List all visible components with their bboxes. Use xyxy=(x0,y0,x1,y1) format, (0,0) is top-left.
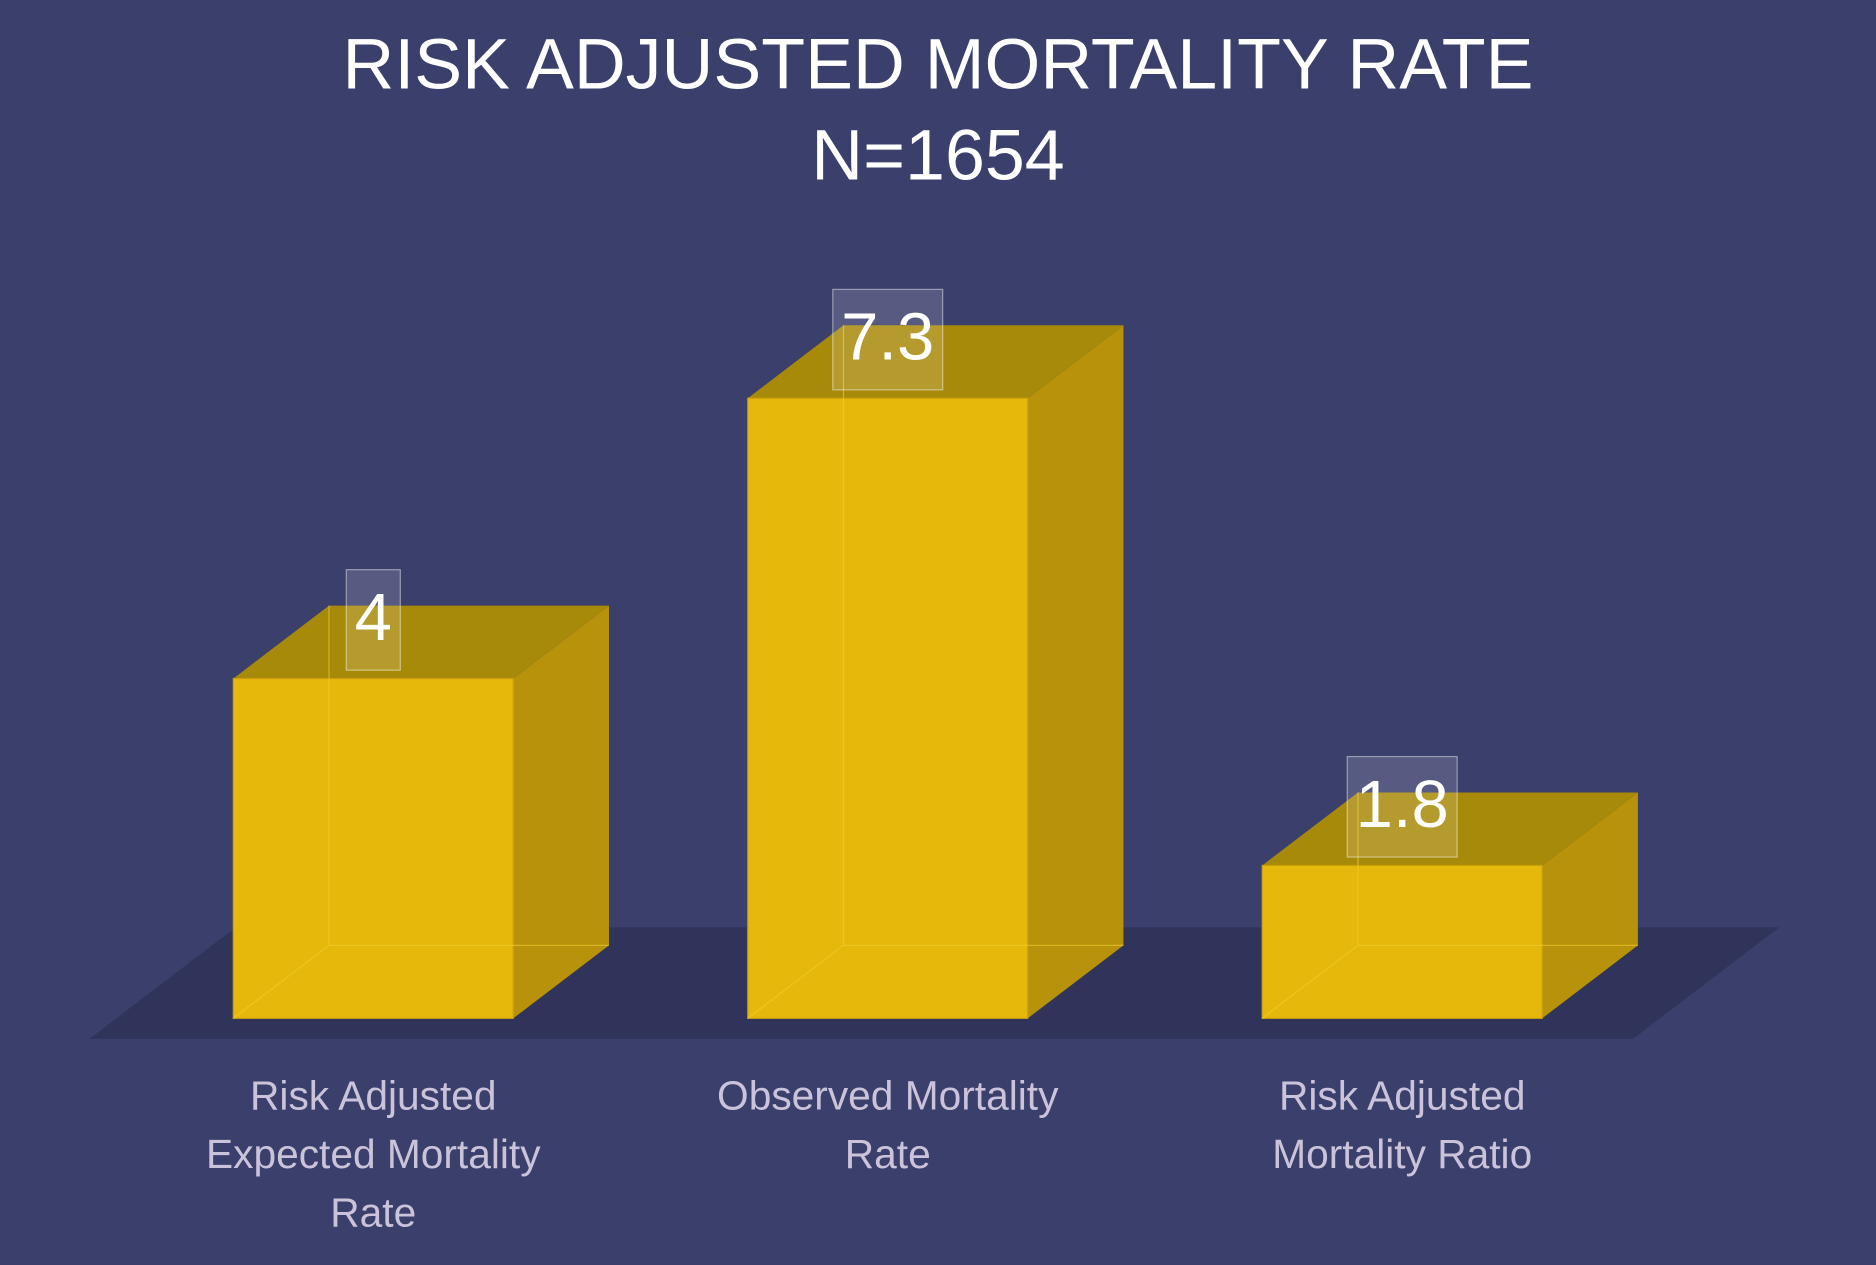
bar-side xyxy=(1027,325,1124,1019)
x-label-box: Observed Mortality Rate xyxy=(717,1073,1059,1178)
bar xyxy=(1261,792,1638,1019)
chart-subtitle: N=1654 xyxy=(811,115,1064,195)
bar-side xyxy=(1542,792,1638,1019)
bar-front xyxy=(747,397,1029,1019)
x-tick-label: Risk Adjusted Expected Mortality Rate xyxy=(205,1073,541,1237)
value-label: 4 xyxy=(355,580,392,655)
bar xyxy=(232,605,609,1019)
x-label-box: Risk Adjusted Mortality Ratio xyxy=(1272,1073,1533,1178)
value-label: 1.8 xyxy=(1356,767,1449,842)
bar-top xyxy=(1262,792,1638,866)
x-tick-label: Observed Mortality Rate xyxy=(717,1073,1059,1178)
value-label: 7.3 xyxy=(841,300,934,375)
value-label-box xyxy=(1346,755,1458,858)
bar xyxy=(747,325,1124,1019)
x-tick-label: Risk Adjusted Mortality Ratio xyxy=(1272,1073,1533,1178)
bar-side xyxy=(513,605,609,1019)
x-label-box: Risk Adjusted Expected Mortality Rate xyxy=(205,1073,541,1237)
value-label-box xyxy=(832,288,944,391)
bar-top xyxy=(233,605,609,679)
bar-top xyxy=(747,325,1124,399)
value-label-box xyxy=(345,569,401,671)
bar-front xyxy=(1261,864,1543,1019)
chart-title: RISK ADJUSTED MORTALITY RATE xyxy=(343,25,1534,105)
bar-front xyxy=(232,677,514,1019)
